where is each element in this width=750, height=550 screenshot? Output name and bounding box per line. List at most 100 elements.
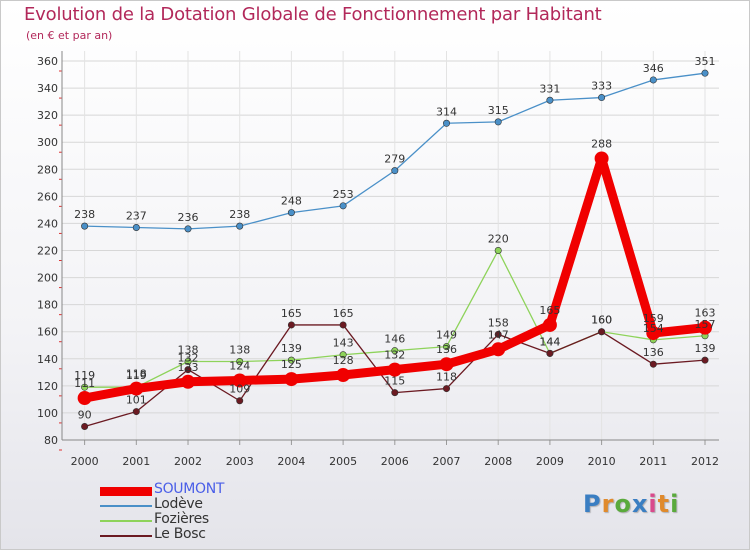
data-point (387, 362, 402, 377)
y-tick-label: 260 (37, 190, 58, 203)
data-point (391, 389, 399, 397)
data-label: 158 (488, 316, 509, 329)
data-label: 124 (229, 359, 250, 372)
logo-letter: P (583, 490, 602, 518)
y-tick-label: 340 (37, 82, 58, 95)
data-label: 128 (333, 354, 354, 367)
logo-letter: t (657, 490, 671, 518)
data-point (181, 374, 196, 389)
x-tick-label: 2007 (433, 455, 461, 468)
y-tick-label: 300 (37, 136, 58, 149)
x-tick-label: 2000 (71, 455, 99, 468)
data-label: 139 (695, 342, 716, 355)
x-tick-label: 2006 (381, 455, 409, 468)
logo-letter: x (631, 490, 649, 518)
legend-swatch (100, 520, 152, 522)
logo-letter: i (670, 490, 680, 518)
data-label: 238 (74, 208, 95, 221)
data-label: 160 (591, 314, 612, 327)
data-label: 165 (281, 307, 302, 320)
y-tick-label: 140 (37, 353, 58, 366)
x-tick-label: 2011 (639, 455, 667, 468)
data-label: 314 (436, 105, 457, 118)
data-label: 220 (488, 233, 509, 246)
data-point (287, 209, 295, 217)
data-point (546, 96, 554, 104)
legend-swatch (100, 487, 152, 496)
data-label: 346 (643, 62, 664, 75)
data-label: 132 (384, 349, 405, 362)
data-point (81, 422, 89, 430)
data-point (443, 119, 451, 127)
data-point (284, 372, 299, 387)
data-label: 139 (281, 342, 302, 355)
data-label: 101 (126, 394, 147, 407)
x-tick-label: 2010 (588, 455, 616, 468)
data-point (391, 167, 399, 175)
data-label: 144 (539, 335, 560, 348)
data-label: 149 (436, 329, 457, 342)
x-tick-label: 2005 (329, 455, 357, 468)
data-label: 238 (229, 208, 250, 221)
logo-letter: o (614, 490, 632, 518)
data-label: 143 (333, 337, 354, 350)
data-point (339, 202, 347, 210)
data-label: 248 (281, 195, 302, 208)
logo-letter: i (648, 490, 658, 518)
data-label: 119 (126, 369, 147, 382)
y-tick-label: 320 (37, 109, 58, 122)
data-point (439, 357, 454, 372)
data-point (701, 356, 709, 364)
data-point (598, 94, 606, 102)
data-point (698, 320, 712, 335)
y-tick-label: 220 (37, 245, 58, 258)
data-label: 351 (695, 55, 716, 68)
x-tick-label: 2004 (277, 455, 305, 468)
data-point (594, 151, 609, 166)
data-label: 111 (74, 377, 95, 390)
data-point (77, 391, 92, 406)
legend-item: Fozières (100, 511, 300, 528)
data-point (443, 343, 451, 351)
data-label: 315 (488, 104, 509, 117)
data-point (132, 408, 140, 416)
x-tick-label: 2001 (122, 455, 150, 468)
logo-letter: r (601, 490, 615, 518)
data-label: 136 (436, 343, 457, 356)
data-point (494, 330, 502, 338)
chart-subtitle: (en € et par an) (26, 29, 113, 42)
data-label: 165 (539, 304, 560, 317)
data-point (287, 356, 295, 364)
data-point (232, 373, 247, 388)
legend-label: Lodève (154, 496, 203, 512)
data-point (494, 118, 502, 126)
data-label: 159 (643, 312, 664, 325)
legend-item: SOUMONT (100, 481, 300, 498)
data-label: 333 (591, 80, 612, 93)
x-tick-label: 2008 (484, 455, 512, 468)
data-label: 160 (591, 314, 612, 327)
data-label: 157 (695, 318, 716, 331)
y-tick-label: 160 (37, 326, 58, 339)
legend-item: Le Bosc (100, 526, 300, 543)
y-tick-label: 180 (37, 299, 58, 312)
data-point (598, 328, 606, 336)
data-point (81, 383, 89, 391)
data-label: 146 (384, 333, 405, 346)
data-label: 125 (281, 358, 302, 371)
data-label: 90 (78, 408, 92, 421)
x-tick-label: 2009 (536, 455, 564, 468)
data-point (646, 326, 661, 341)
y-tick-label: 200 (37, 272, 58, 285)
data-label: 109 (229, 383, 250, 396)
data-label: 165 (333, 307, 354, 320)
data-point (132, 223, 140, 231)
data-point (339, 321, 347, 329)
proxiti-logo: Proxiti (583, 490, 679, 518)
legend-item: Lodève (100, 496, 300, 513)
legend-swatch (100, 535, 152, 537)
data-point (236, 397, 244, 405)
data-point (443, 385, 451, 393)
